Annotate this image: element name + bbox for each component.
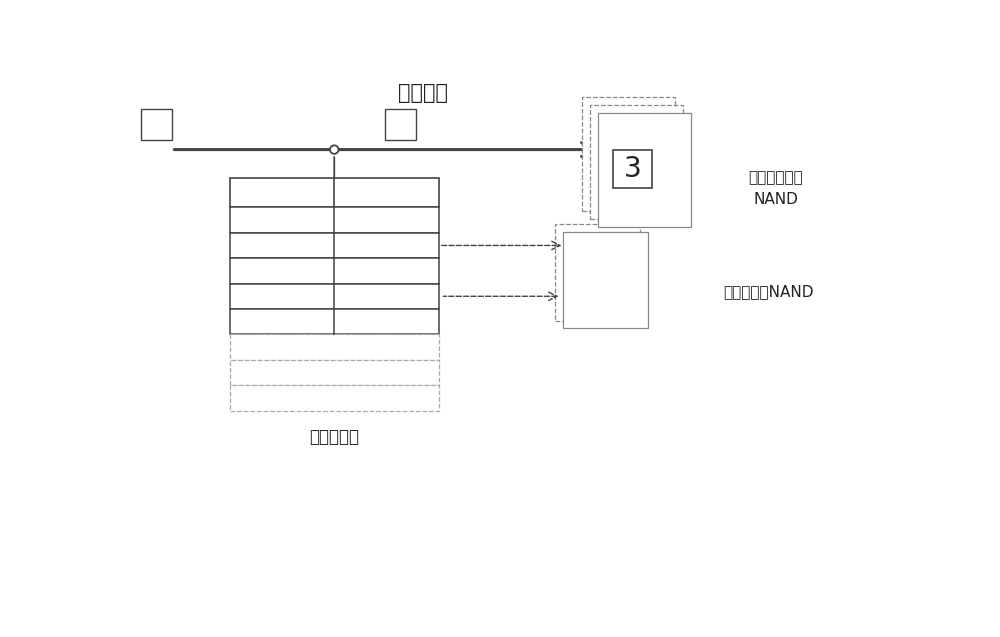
Text: 0: 0 bbox=[278, 213, 286, 227]
Bar bbox=[385, 109, 416, 140]
Text: 3: 3 bbox=[278, 289, 286, 303]
Text: 逻辑地址: 逻辑地址 bbox=[265, 186, 299, 200]
Text: ...: ... bbox=[327, 340, 342, 355]
Bar bbox=[230, 207, 439, 233]
Text: 用户数据: 用户数据 bbox=[398, 83, 448, 103]
Bar bbox=[613, 150, 652, 188]
Text: 4: 4 bbox=[278, 315, 286, 329]
Bar bbox=[598, 113, 691, 227]
Text: 1: 1 bbox=[278, 238, 286, 252]
Text: 存放用户数据: 存放用户数据 bbox=[749, 171, 803, 185]
Bar bbox=[230, 283, 439, 309]
Text: D: D bbox=[381, 289, 392, 303]
Bar bbox=[230, 334, 439, 360]
Text: B: B bbox=[382, 238, 391, 252]
Text: 3: 3 bbox=[624, 155, 642, 183]
Text: 2: 2 bbox=[278, 264, 286, 278]
Circle shape bbox=[330, 145, 339, 154]
Bar bbox=[230, 178, 439, 207]
Text: 存放映射表NAND: 存放映射表NAND bbox=[723, 283, 814, 299]
Text: NAND: NAND bbox=[754, 192, 798, 207]
Text: ...: ... bbox=[327, 365, 342, 380]
Text: 物理地址: 物理地址 bbox=[370, 186, 403, 200]
Bar bbox=[230, 360, 439, 385]
Text: A: A bbox=[382, 213, 391, 227]
Bar bbox=[590, 105, 683, 219]
Text: C: C bbox=[382, 264, 391, 278]
Bar bbox=[563, 232, 648, 328]
Text: 内存映射表: 内存映射表 bbox=[309, 427, 359, 445]
Bar bbox=[230, 309, 439, 334]
Bar bbox=[582, 97, 675, 211]
Bar bbox=[230, 233, 439, 258]
Bar bbox=[230, 385, 439, 411]
Bar bbox=[230, 258, 439, 283]
Bar bbox=[555, 224, 640, 320]
Text: ...: ... bbox=[327, 390, 342, 405]
Bar bbox=[140, 109, 172, 140]
